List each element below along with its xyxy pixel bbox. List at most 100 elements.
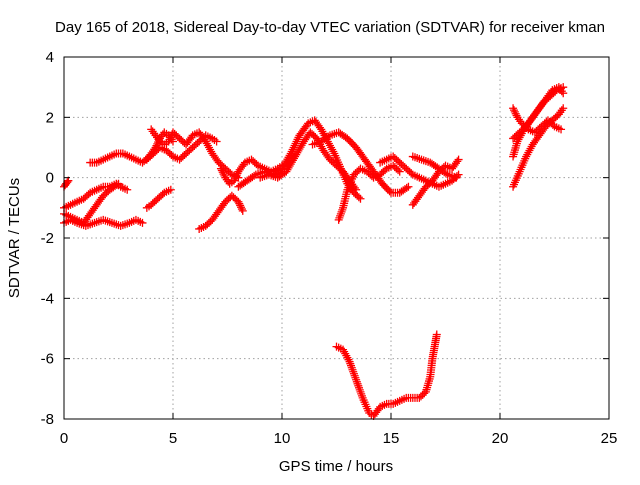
data-point [525, 146, 534, 155]
data-point [352, 377, 361, 386]
data-point [454, 155, 463, 164]
series-track-4 [60, 179, 123, 227]
x-tick-label: 10 [274, 430, 291, 447]
data-point [250, 171, 259, 180]
data-point [166, 133, 175, 142]
data-point [235, 199, 244, 208]
data-point [355, 383, 364, 392]
data-point [335, 213, 344, 222]
data-point [293, 135, 302, 144]
data-point [334, 215, 343, 224]
y-axis-label: SDTVAR / TECUs [6, 178, 23, 298]
data-point [557, 125, 566, 134]
data-point [509, 104, 518, 113]
data-point [511, 109, 520, 118]
data-point [236, 201, 245, 210]
data-point [150, 129, 159, 138]
data-point [212, 137, 221, 146]
data-point [327, 143, 336, 152]
data-point [154, 135, 163, 144]
data-point [556, 85, 565, 94]
data-point [206, 145, 215, 154]
data-point [216, 164, 225, 173]
data-point [523, 150, 532, 159]
data-point [385, 187, 394, 196]
data-point [114, 179, 123, 188]
chart-title: Day 165 of 2018, Sidereal Day-to-day VTE… [55, 19, 605, 36]
data-point [147, 125, 156, 134]
series-track-12 [256, 128, 361, 194]
marks-layer [60, 83, 568, 420]
data-point [292, 137, 301, 146]
data-point [341, 349, 350, 358]
data-point [203, 141, 212, 150]
data-point [350, 371, 359, 380]
data-point [63, 178, 72, 187]
data-point [237, 203, 246, 212]
series-track-17 [408, 152, 461, 182]
data-point [319, 129, 328, 138]
data-point [510, 107, 519, 116]
data-point [291, 139, 300, 148]
data-point [351, 373, 360, 382]
data-point [221, 173, 230, 182]
data-point [166, 185, 175, 194]
data-point [234, 197, 243, 206]
data-point [339, 345, 348, 354]
data-point [342, 351, 351, 360]
data-point [556, 108, 565, 117]
data-point [123, 185, 132, 194]
series-track-22 [509, 104, 566, 137]
y-tick-label: -4 [41, 290, 54, 307]
data-point [347, 361, 356, 370]
data-point [165, 135, 174, 144]
data-point [230, 174, 239, 183]
data-point [348, 365, 357, 374]
data-point [329, 147, 338, 156]
data-point [432, 330, 441, 339]
data-point [524, 148, 533, 157]
series-track-9 [195, 191, 247, 233]
data-point [353, 379, 362, 388]
data-point [328, 145, 337, 154]
data-point [232, 171, 241, 180]
series-track-18 [332, 330, 441, 420]
data-point [343, 353, 352, 362]
x-tick-label: 15 [383, 430, 400, 447]
y-tick-label: 0 [46, 170, 54, 187]
data-point [513, 113, 522, 122]
data-point [354, 193, 363, 202]
series-track-16 [408, 155, 463, 209]
data-point [402, 183, 411, 192]
data-point [356, 387, 365, 396]
data-point [336, 209, 345, 218]
data-point [325, 141, 334, 150]
data-point [218, 168, 227, 177]
data-point [148, 127, 157, 136]
data-point [231, 173, 240, 182]
data-point [338, 205, 347, 214]
data-point [318, 127, 327, 136]
data-point [557, 87, 566, 96]
data-point [202, 139, 211, 148]
data-point [526, 144, 535, 153]
series-track-8 [142, 131, 221, 164]
data-point [349, 369, 358, 378]
data-point [522, 152, 531, 161]
data-point [324, 132, 333, 141]
data-point [453, 157, 462, 166]
data-point [345, 357, 354, 366]
x-axis-label: GPS time / hours [279, 458, 393, 475]
data-point [559, 104, 568, 113]
data-point [357, 389, 366, 398]
data-point [289, 143, 298, 152]
data-point [394, 166, 403, 175]
data-point [288, 145, 297, 154]
data-point [112, 180, 121, 189]
data-point [336, 211, 345, 220]
data-point [354, 381, 363, 390]
series-track-5 [142, 185, 175, 212]
data-point [349, 367, 358, 376]
data-point [153, 133, 162, 142]
